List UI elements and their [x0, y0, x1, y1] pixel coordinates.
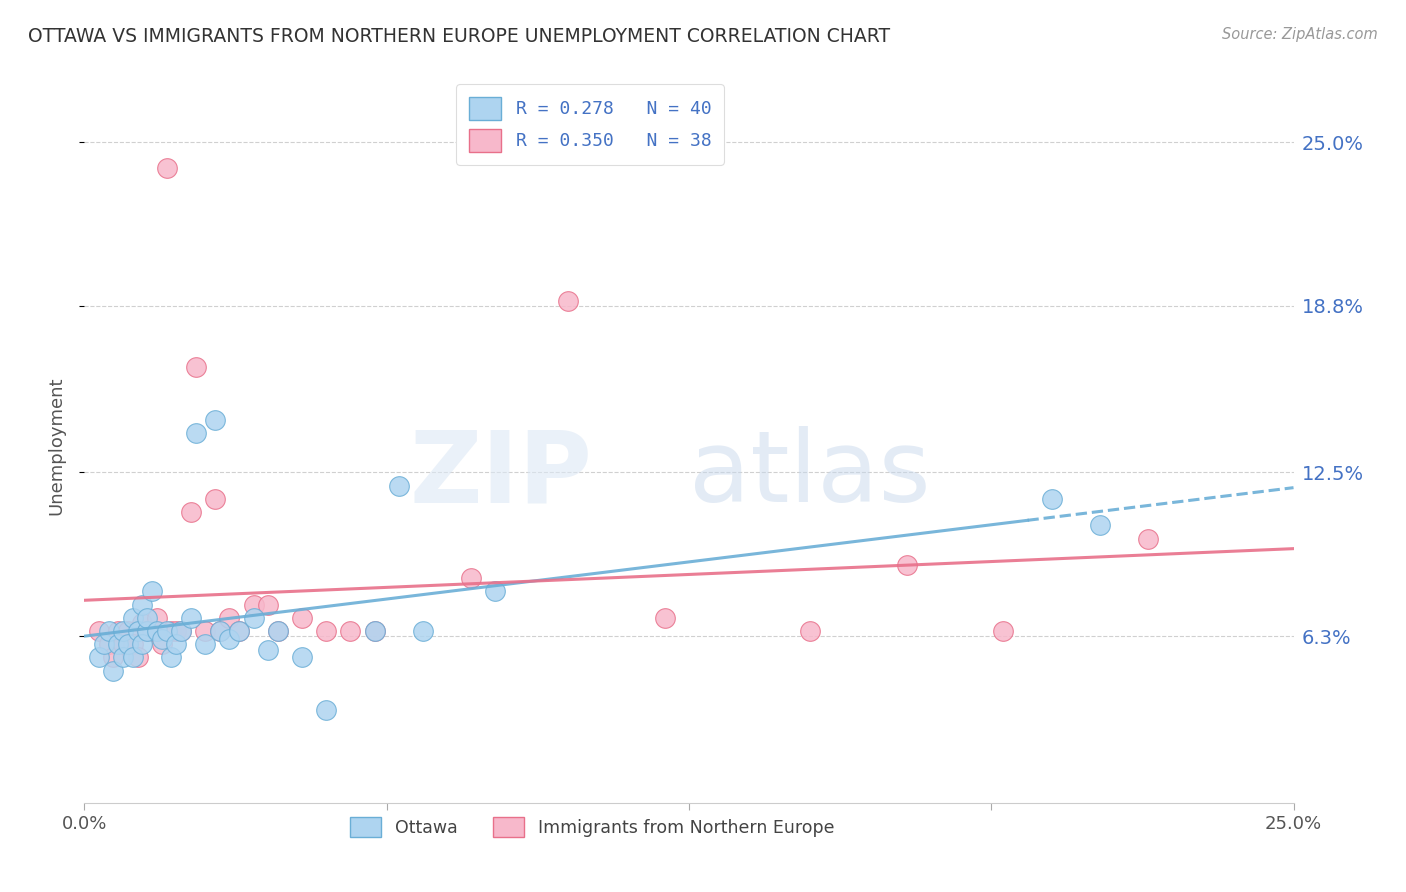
Point — [146, 624, 169, 638]
Point — [204, 491, 226, 506]
Point — [557, 293, 579, 308]
Point — [242, 611, 264, 625]
Point — [1040, 491, 1063, 506]
Point — [107, 624, 129, 638]
Point — [267, 624, 290, 638]
Point — [155, 161, 177, 176]
Point — [146, 611, 169, 625]
Point — [103, 650, 125, 665]
Point — [107, 637, 129, 651]
Point — [218, 632, 240, 646]
Text: OTTAWA VS IMMIGRANTS FROM NORTHERN EUROPE UNEMPLOYMENT CORRELATION CHART: OTTAWA VS IMMIGRANTS FROM NORTHERN EUROP… — [28, 27, 890, 45]
Point — [103, 664, 125, 678]
Point — [291, 650, 314, 665]
Point — [87, 624, 110, 638]
Point — [165, 624, 187, 638]
Text: ZIP: ZIP — [409, 426, 592, 523]
Point — [412, 624, 434, 638]
Point — [1137, 532, 1160, 546]
Point — [141, 624, 163, 638]
Point — [194, 624, 217, 638]
Point — [799, 624, 821, 638]
Point — [170, 624, 193, 638]
Point — [228, 624, 250, 638]
Point — [315, 624, 337, 638]
Point — [363, 624, 385, 638]
Point — [208, 624, 231, 638]
Point — [93, 637, 115, 651]
Y-axis label: Unemployment: Unemployment — [48, 376, 66, 516]
Point — [257, 598, 280, 612]
Point — [121, 637, 143, 651]
Point — [180, 611, 202, 625]
Point — [267, 624, 290, 638]
Legend: Ottawa, Immigrants from Northern Europe: Ottawa, Immigrants from Northern Europe — [343, 810, 841, 844]
Point — [97, 637, 120, 651]
Point — [112, 650, 135, 665]
Point — [150, 637, 173, 651]
Point — [1088, 518, 1111, 533]
Point — [165, 637, 187, 651]
Point — [121, 650, 143, 665]
Point — [180, 505, 202, 519]
Point — [112, 637, 135, 651]
Point — [127, 624, 149, 638]
Text: Source: ZipAtlas.com: Source: ZipAtlas.com — [1222, 27, 1378, 42]
Point — [460, 571, 482, 585]
Point — [363, 624, 385, 638]
Point — [136, 624, 159, 638]
Point — [208, 624, 231, 638]
Point — [388, 478, 411, 492]
Point — [315, 703, 337, 717]
Point — [117, 624, 139, 638]
Point — [150, 632, 173, 646]
Point — [131, 616, 153, 631]
Point — [654, 611, 676, 625]
Point — [155, 624, 177, 638]
Point — [184, 359, 207, 374]
Point — [242, 598, 264, 612]
Point — [131, 598, 153, 612]
Point — [484, 584, 506, 599]
Point — [112, 624, 135, 638]
Point — [136, 624, 159, 638]
Point — [218, 611, 240, 625]
Point — [160, 650, 183, 665]
Point — [257, 642, 280, 657]
Point — [97, 624, 120, 638]
Point — [121, 611, 143, 625]
Point — [131, 637, 153, 651]
Point — [170, 624, 193, 638]
Point — [194, 637, 217, 651]
Point — [291, 611, 314, 625]
Point — [127, 650, 149, 665]
Point — [896, 558, 918, 572]
Point — [993, 624, 1015, 638]
Point — [87, 650, 110, 665]
Point — [228, 624, 250, 638]
Point — [204, 412, 226, 426]
Point — [141, 584, 163, 599]
Point — [160, 624, 183, 638]
Text: atlas: atlas — [689, 426, 931, 523]
Point — [136, 611, 159, 625]
Point — [339, 624, 361, 638]
Point — [117, 637, 139, 651]
Point — [184, 425, 207, 440]
